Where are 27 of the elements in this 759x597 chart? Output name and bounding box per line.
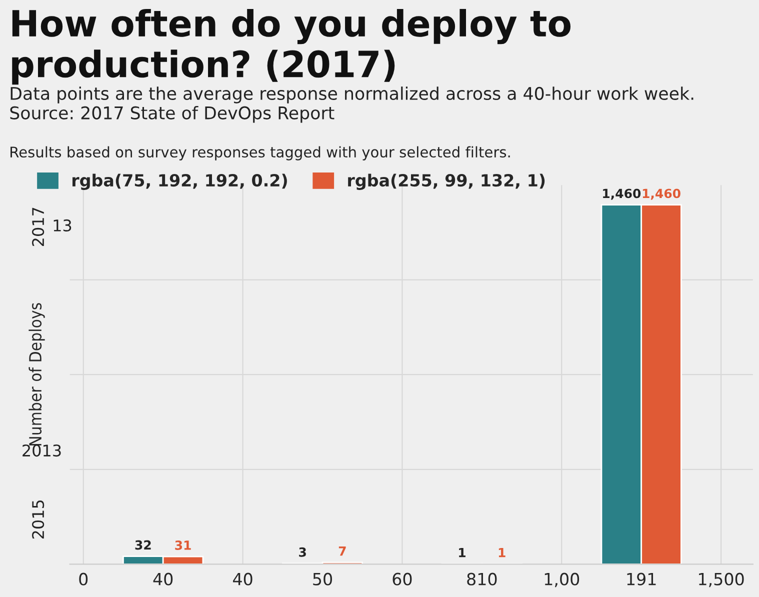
data-label: 3 [299, 547, 306, 557]
data-label: 7 [338, 546, 346, 556]
text: 2015 [32, 500, 44, 539]
y-axis-title: Number of Deploys [28, 303, 45, 446]
x-tick-label: 40 [233, 572, 252, 586]
annotation: 13 [54, 219, 72, 232]
data-label: 1 [498, 548, 506, 558]
x-tick-label: 0 [79, 572, 88, 586]
chart-subtitle: Data points are the average response normalized across a 40-hour work week. Source: 2017 State of DevOps Report [10, 86, 694, 123]
text: Results based on survey responses tagged with your selected filters. [10, 146, 510, 160]
text: 2017 [32, 208, 44, 246]
x-tick-label: 50 [313, 572, 332, 586]
legend-label: rgba(255, 99, 132, 1) [348, 174, 545, 190]
text: 2013 [22, 444, 61, 457]
data-label: 1,460 [642, 188, 680, 200]
x-tick-label: 191 [627, 572, 656, 586]
data-label: 31 [175, 540, 191, 550]
x-tick-label: 810 [467, 572, 497, 586]
chart-title: How often do you deploy to production? (2017) [12, 8, 570, 85]
x-tick-label: 1,500 [699, 572, 744, 588]
x-tick-label: 1,00 [544, 572, 580, 588]
x-tick-label: 60 [392, 572, 412, 586]
legend-label: rgba(75, 192, 192, 0.2) [72, 174, 287, 190]
data-label: 1 [459, 548, 466, 558]
data-label: 32 [135, 540, 151, 550]
data-label: 1,460 [603, 188, 641, 200]
x-tick-label: 40 [153, 572, 173, 586]
